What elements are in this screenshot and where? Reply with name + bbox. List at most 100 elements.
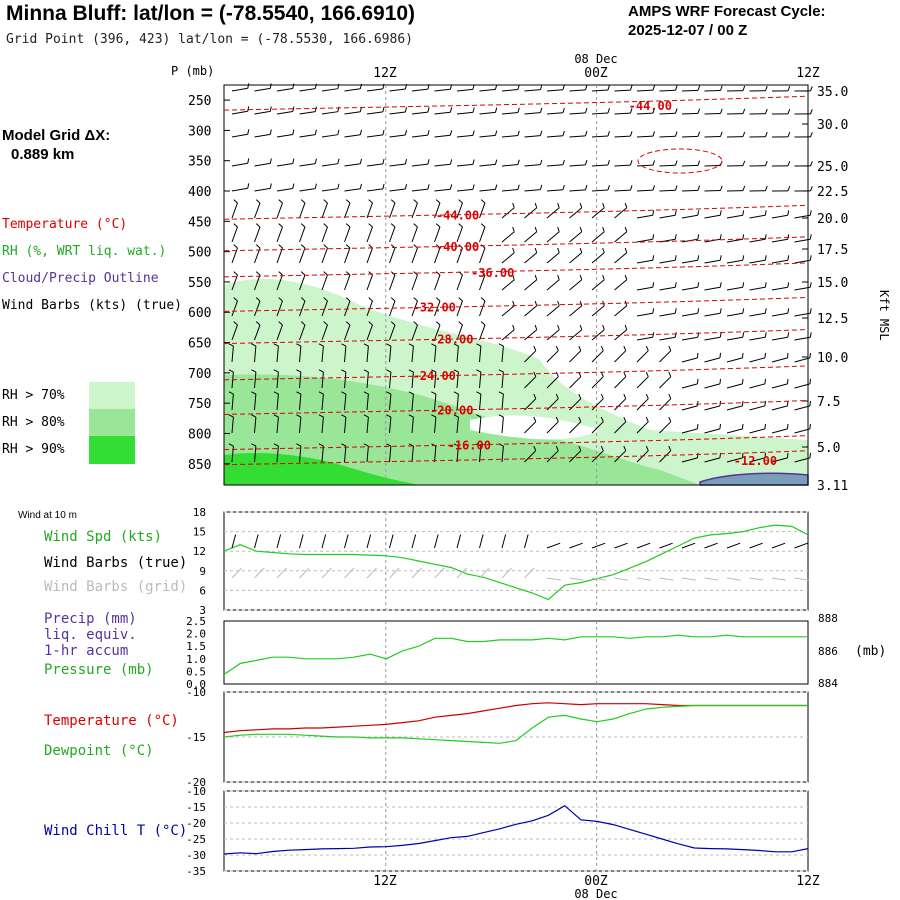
wind-barb-flag xyxy=(697,255,700,261)
wind-barb xyxy=(411,417,414,434)
legend-wind-speed: Wind Spd (kts) xyxy=(44,529,163,545)
temperature-contour xyxy=(223,204,809,220)
wind-barb-flag xyxy=(273,391,279,395)
wind-barb xyxy=(456,202,463,219)
wind-barb-grid xyxy=(569,577,584,581)
wind-barb-flag xyxy=(578,416,582,422)
wind-barb-flag xyxy=(314,158,317,164)
wind-barb-flag xyxy=(562,159,565,165)
wind-barb-true xyxy=(479,534,484,549)
wind-barb-flag xyxy=(345,297,351,302)
wind-barb-flag xyxy=(652,255,655,261)
wind-barb-flag xyxy=(345,244,351,249)
wind-barb xyxy=(366,274,373,291)
wind-barb-flag xyxy=(247,129,250,135)
pressure-tick-label: 500 xyxy=(188,246,211,261)
wind-barb xyxy=(591,112,608,115)
wind-barb-flag xyxy=(476,369,482,373)
wind-barb xyxy=(434,226,441,243)
wind-barb-flag xyxy=(476,343,482,347)
wind-barb xyxy=(704,383,721,389)
wind-barb-flag xyxy=(668,416,672,422)
legend-precip-line3: 1-hr accum xyxy=(44,643,129,659)
wind-barb xyxy=(546,450,559,463)
wind-barb-flag xyxy=(318,369,324,373)
wind-barb-grid xyxy=(434,567,445,579)
wind-barb xyxy=(389,346,392,363)
wind-barb xyxy=(344,88,361,92)
wind-barb-flag xyxy=(764,352,766,358)
wind-barb xyxy=(321,417,324,434)
wind-barb-flag xyxy=(786,352,789,358)
wind-barb xyxy=(749,457,766,463)
wind-barb-flag xyxy=(562,84,565,90)
wind-barb-grid xyxy=(771,577,786,581)
height-tick-label: 22.5 xyxy=(817,185,848,200)
wind-barb xyxy=(299,226,306,243)
wind-barb-flag xyxy=(413,199,418,204)
wind-barb-flag xyxy=(408,414,414,418)
wind-barb xyxy=(344,134,361,138)
wind-barb xyxy=(321,226,328,243)
wind-barb-flag xyxy=(494,159,498,165)
wind-barb-flag xyxy=(382,106,385,113)
wind-barb-flag xyxy=(624,202,628,208)
wind-barb-flag xyxy=(458,223,463,228)
wind-barb xyxy=(591,350,604,363)
pressure-tick-label: 600 xyxy=(188,306,211,321)
wind-barb xyxy=(231,417,234,434)
wind-barb-flag xyxy=(278,199,283,204)
wind-barb xyxy=(681,112,699,115)
wind-barb xyxy=(636,214,653,219)
wind-barb-flag xyxy=(602,247,605,253)
wind-barb-flag xyxy=(668,445,672,451)
height-tick-label: 10.0 xyxy=(817,351,848,366)
wind-barb-flag xyxy=(719,378,721,384)
wind-barb-flag xyxy=(720,108,723,114)
wind-barb-true xyxy=(749,542,763,549)
wind-barb xyxy=(726,336,743,341)
wind-barb xyxy=(299,163,316,167)
wind-barb-flag xyxy=(453,414,459,418)
wind-barb xyxy=(434,163,451,167)
wind-barb xyxy=(434,300,441,317)
wind-barb-flag xyxy=(278,321,283,326)
wind-barb xyxy=(659,398,672,411)
wind-barb xyxy=(569,207,583,219)
temperature-contour xyxy=(223,435,809,451)
wind-barb-flag xyxy=(539,130,543,136)
time-label-top: 12Z xyxy=(796,66,820,81)
wind-barb xyxy=(411,394,414,411)
wind-barb xyxy=(636,135,654,138)
wind-barb xyxy=(321,134,338,138)
wind-barb-flag xyxy=(472,184,475,190)
wind-barb xyxy=(681,259,698,264)
wind-barb xyxy=(794,259,811,264)
wind-barb-flag xyxy=(255,271,261,276)
wind-barb-flag xyxy=(652,332,655,338)
wind-barb xyxy=(299,274,306,291)
wind-barb-flag xyxy=(675,185,678,191)
wind-barb xyxy=(299,417,302,434)
wind-barb-flag xyxy=(675,160,678,166)
wind-barb-flag xyxy=(741,452,744,458)
wind-barb xyxy=(434,188,451,192)
wind-barb xyxy=(614,421,627,434)
wind-barb xyxy=(479,274,486,291)
wind-barb-flag xyxy=(578,393,582,399)
wind-barb-flag xyxy=(359,158,362,164)
wind-barb xyxy=(411,111,428,115)
wind-barb xyxy=(411,188,428,192)
pressure-ytick-label: 886 xyxy=(818,645,838,658)
wind-barb-flag xyxy=(557,202,560,208)
wind-barb-flag xyxy=(341,391,347,395)
wind-barb-flag xyxy=(809,452,811,458)
wind-barb-flag xyxy=(472,84,475,90)
wind-barb xyxy=(681,357,698,363)
wind-barb-flag xyxy=(408,391,414,395)
wind-barb-flag xyxy=(269,158,272,164)
wind-barb xyxy=(254,133,271,138)
wind-barb xyxy=(614,207,628,219)
wind-barb xyxy=(231,394,234,411)
wind-barb xyxy=(569,305,583,317)
